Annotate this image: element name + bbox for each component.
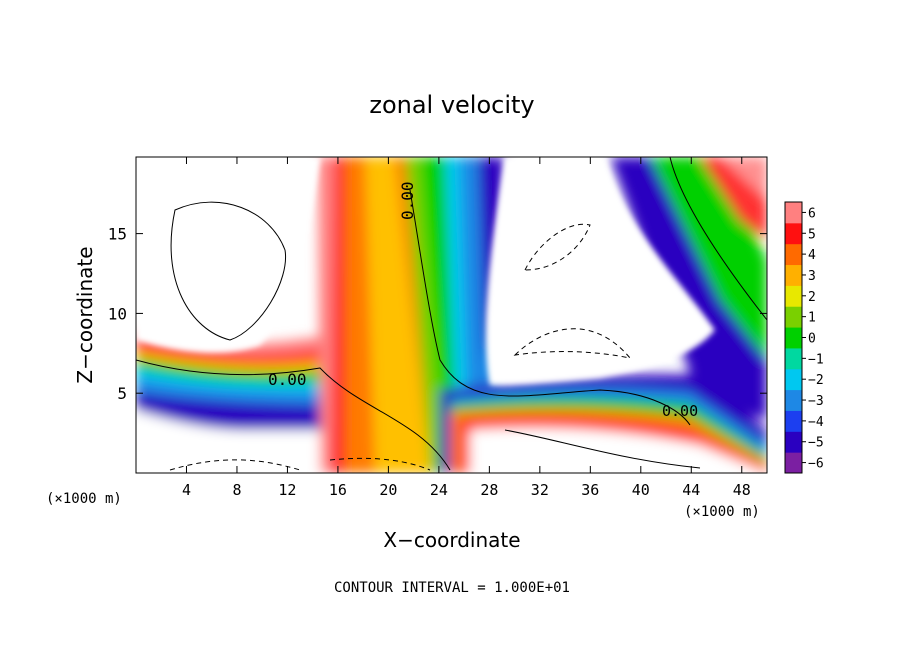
y-tick-label: 10 bbox=[108, 304, 127, 323]
contour-label: 0.00 bbox=[662, 402, 698, 420]
x-unit-label-left: (×1000 m) bbox=[46, 491, 122, 507]
x-tick-label: 48 bbox=[733, 481, 751, 499]
colorbar-tick-label: 6 bbox=[808, 206, 816, 221]
colorbar-swatch bbox=[785, 327, 802, 349]
x-tick-label: 24 bbox=[430, 481, 448, 499]
contour-label: 0.00 bbox=[268, 370, 307, 389]
heatmap-field bbox=[136, 157, 767, 473]
x-tick-label: 44 bbox=[682, 481, 700, 499]
colorbar-tick-label: −4 bbox=[808, 415, 824, 430]
colorbar-tick-label: −3 bbox=[808, 394, 824, 409]
x-axis-label: X−coordinate bbox=[383, 528, 520, 552]
colorbar-tick-label: −5 bbox=[808, 436, 824, 451]
x-tick-label: 4 bbox=[182, 481, 191, 499]
chart-title: zonal velocity bbox=[369, 91, 534, 119]
plot-frame bbox=[135, 156, 768, 474]
colorbar-swatch bbox=[785, 431, 802, 453]
colorbar-swatch bbox=[785, 368, 802, 391]
colorbar-swatch bbox=[785, 243, 802, 266]
x-tick-label: 28 bbox=[480, 481, 498, 499]
colorbar-tick-label: 0 bbox=[808, 332, 816, 347]
colorbar-tick-label: −1 bbox=[808, 352, 824, 367]
colorbar-tick-label: 3 bbox=[808, 269, 816, 284]
colorbar-swatch bbox=[785, 222, 802, 245]
x-tick-label: 32 bbox=[531, 481, 549, 499]
contour-interval-note: CONTOUR INTERVAL = 1.000E+01 bbox=[334, 580, 570, 596]
colorbar-swatch bbox=[785, 452, 802, 474]
x-tick-label: 12 bbox=[278, 481, 296, 499]
x-tick-label: 40 bbox=[632, 481, 650, 499]
y-axis-ticks: 5 10 15 bbox=[108, 225, 767, 403]
x-tick-label: 36 bbox=[581, 481, 599, 499]
x-tick-label: 8 bbox=[232, 481, 241, 499]
colorbar-tick-label: 1 bbox=[808, 311, 816, 326]
contour-label: 0.00 bbox=[398, 181, 417, 220]
x-unit-label-right: (×1000 m) bbox=[684, 504, 760, 520]
colorbar-swatch bbox=[785, 264, 802, 286]
y-tick-label: 15 bbox=[108, 225, 127, 244]
colorbar-swatch bbox=[785, 285, 802, 307]
colorbar-swatch bbox=[785, 410, 802, 432]
colorbar-tick-label: 5 bbox=[808, 227, 816, 242]
colorbar-swatch bbox=[785, 306, 802, 328]
colorbar-tick-label: −2 bbox=[808, 373, 824, 388]
y-axis-label: Z−coordinate bbox=[73, 246, 97, 383]
colorbar-swatch bbox=[785, 202, 802, 224]
x-tick-label: 16 bbox=[329, 481, 347, 499]
colorbar-tick-label: 4 bbox=[808, 248, 816, 263]
colorbar: 6 5 4 3 2 1 0 −1 −2 −3 −4 −5 −6 bbox=[784, 201, 824, 474]
colorbar-swatch bbox=[785, 389, 802, 411]
colorbar-tick-label: 2 bbox=[808, 290, 816, 305]
x-tick-label: 20 bbox=[379, 481, 397, 499]
colorbar-swatch bbox=[785, 347, 802, 370]
y-tick-label: 5 bbox=[117, 384, 127, 403]
x-axis-ticks: 4 8 12 16 20 24 28 32 36 40 44 48 bbox=[182, 157, 751, 499]
colorbar-tick-label: −6 bbox=[808, 457, 824, 472]
